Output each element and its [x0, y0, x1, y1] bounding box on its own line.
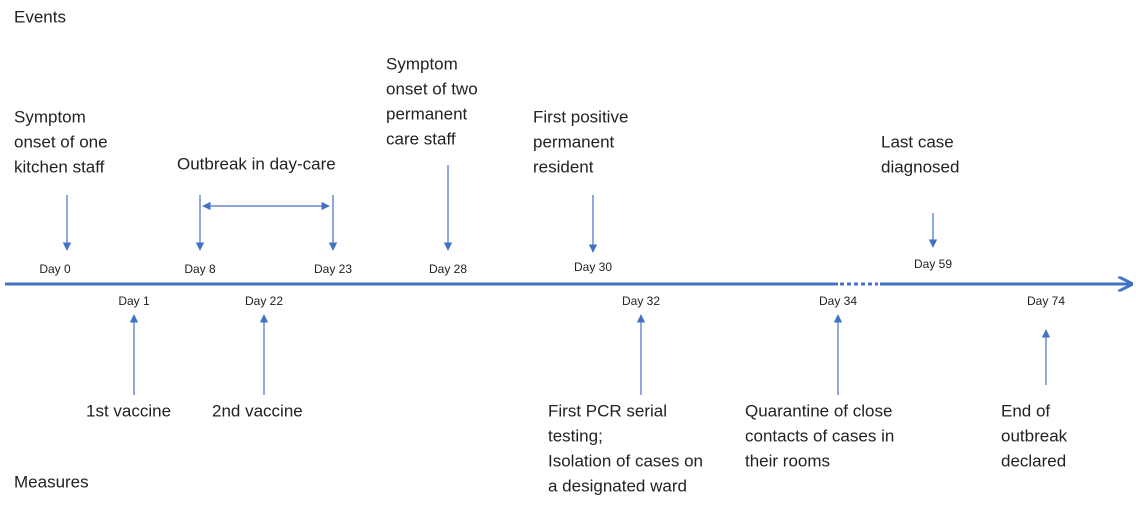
day-label: Day 28	[429, 262, 467, 276]
section-label: Measures	[14, 472, 89, 491]
measure-text: a designated ward	[548, 476, 687, 495]
day-label: Day 8	[184, 262, 216, 276]
measure-text: outbreak	[1001, 426, 1068, 445]
event-text: kitchen staff	[14, 157, 105, 176]
event-text: onset of one	[14, 132, 108, 151]
event-text: First positive	[533, 107, 628, 126]
measure-text: First PCR serial	[548, 401, 667, 420]
event-text: Last case	[881, 132, 954, 151]
section-label: Events	[14, 7, 66, 26]
day-label: Day 30	[574, 260, 612, 274]
day-label: Day 23	[314, 262, 352, 276]
measure-text: 1st vaccine	[86, 401, 171, 420]
day-label: Day 32	[622, 294, 660, 308]
day-label: Day 34	[819, 294, 857, 308]
measure-text: 2nd vaccine	[212, 401, 303, 420]
day-label: Day 59	[914, 257, 952, 271]
day-label: Day 22	[245, 294, 283, 308]
measure-text: Isolation of cases on	[548, 451, 703, 470]
measure-text: declared	[1001, 451, 1066, 470]
event-text: permanent	[533, 132, 615, 151]
event-text: Outbreak in day-care	[177, 154, 336, 173]
measure-text: Quarantine of close	[745, 401, 892, 420]
measure-text: contacts of cases in	[745, 426, 894, 445]
day-label: Day 74	[1027, 294, 1065, 308]
measure-text: their rooms	[745, 451, 830, 470]
measure-text: testing;	[548, 426, 603, 445]
event-text: permanent	[386, 104, 468, 123]
day-label: Day 0	[39, 262, 71, 276]
event-text: Symptom	[386, 54, 458, 73]
event-text: diagnosed	[881, 157, 959, 176]
event-text: resident	[533, 157, 594, 176]
day-label: Day 1	[118, 294, 150, 308]
event-text: Symptom	[14, 107, 86, 126]
measure-text: End of	[1001, 401, 1050, 420]
event-text: care staff	[386, 129, 456, 148]
event-text: onset of two	[386, 79, 478, 98]
content: Day 0 Symptom onset of one kitchen staff Day…	[14, 54, 1068, 495]
